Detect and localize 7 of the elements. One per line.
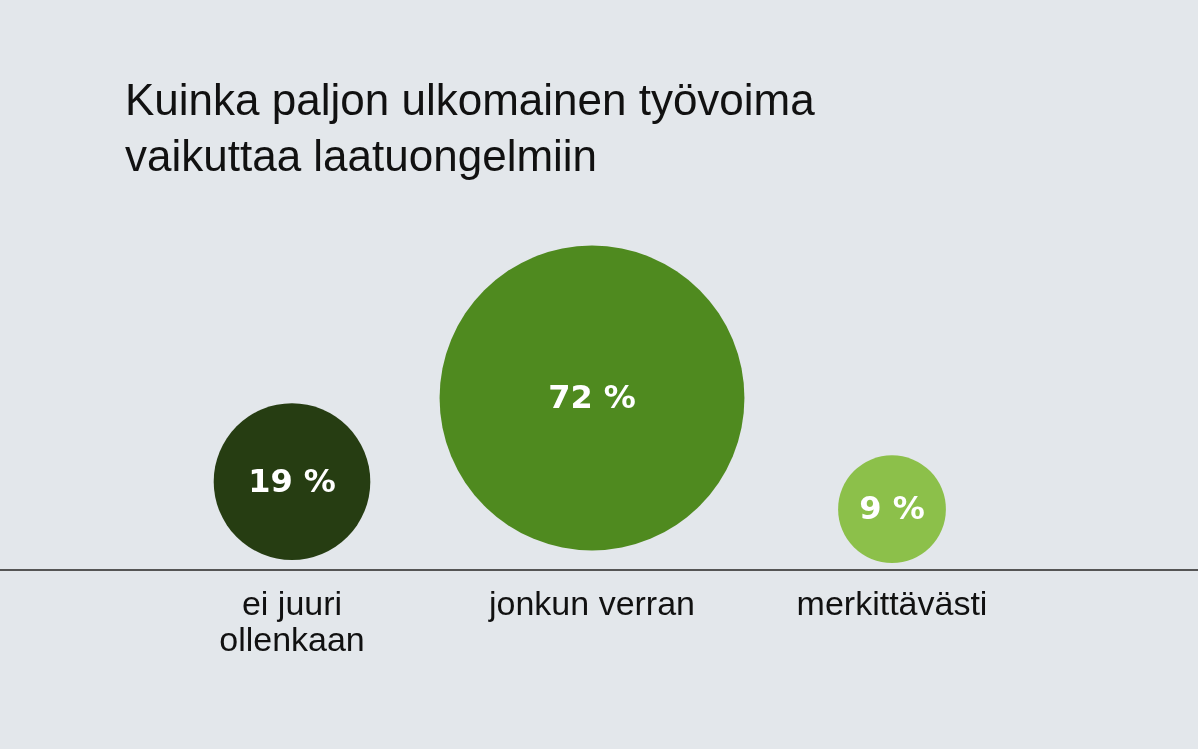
text: Kuinka paljon ulkomainen työvoima vaikuttaa laatuongelmiin [125, 75, 816, 180]
data-label: 19 % [248, 461, 336, 500]
category-label: merkittävästi [796, 584, 988, 622]
category-label: jonkun verran [487, 584, 696, 622]
data-label: 9 % [859, 489, 925, 528]
data-label: 72 % [548, 378, 636, 416]
category-label: ei juuri ollenkaan [219, 584, 365, 658]
